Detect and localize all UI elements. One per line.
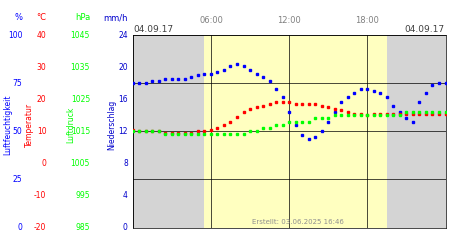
Text: Niederschlag: Niederschlag (107, 100, 116, 150)
Text: 16: 16 (118, 95, 128, 104)
Text: 12: 12 (118, 127, 128, 136)
Text: 0: 0 (123, 223, 128, 232)
Text: 04.09.17: 04.09.17 (405, 25, 445, 34)
Text: %: % (14, 13, 22, 22)
Text: 995: 995 (76, 191, 90, 200)
Text: Temperatur: Temperatur (25, 103, 34, 147)
Text: 1045: 1045 (71, 30, 90, 40)
Text: -20: -20 (34, 223, 46, 232)
Text: mm/h: mm/h (104, 13, 128, 22)
Text: 30: 30 (36, 62, 46, 72)
Text: 10: 10 (37, 127, 46, 136)
Text: 1005: 1005 (71, 159, 90, 168)
Bar (204, 35, 387, 228)
Text: 75: 75 (13, 78, 22, 88)
Text: 100: 100 (8, 30, 22, 40)
Text: 06:00: 06:00 (199, 16, 223, 25)
Text: 25: 25 (13, 175, 22, 184)
Text: 0: 0 (41, 159, 46, 168)
Text: 04.09.17: 04.09.17 (134, 25, 174, 34)
Text: 20: 20 (37, 95, 46, 104)
Text: 12:00: 12:00 (277, 16, 301, 25)
Text: 18:00: 18:00 (356, 16, 379, 25)
Text: 4: 4 (123, 191, 128, 200)
Text: -10: -10 (34, 191, 46, 200)
Text: 1035: 1035 (71, 62, 90, 72)
Text: 8: 8 (123, 159, 128, 168)
Text: 1025: 1025 (71, 95, 90, 104)
Bar (387, 35, 446, 228)
Text: Luftdruck: Luftdruck (67, 107, 76, 143)
Text: 50: 50 (13, 127, 22, 136)
Text: 24: 24 (118, 30, 128, 40)
Bar (133, 35, 204, 228)
Text: 985: 985 (76, 223, 90, 232)
Text: Luftfeuchtigkeit: Luftfeuchtigkeit (4, 95, 13, 155)
Text: 1015: 1015 (71, 127, 90, 136)
Text: hPa: hPa (75, 13, 90, 22)
Text: 20: 20 (118, 62, 128, 72)
Text: °C: °C (36, 13, 46, 22)
Text: 0: 0 (18, 223, 22, 232)
Text: Erstellt: 03.06.2025 16:46: Erstellt: 03.06.2025 16:46 (252, 219, 343, 225)
Text: 40: 40 (36, 30, 46, 40)
